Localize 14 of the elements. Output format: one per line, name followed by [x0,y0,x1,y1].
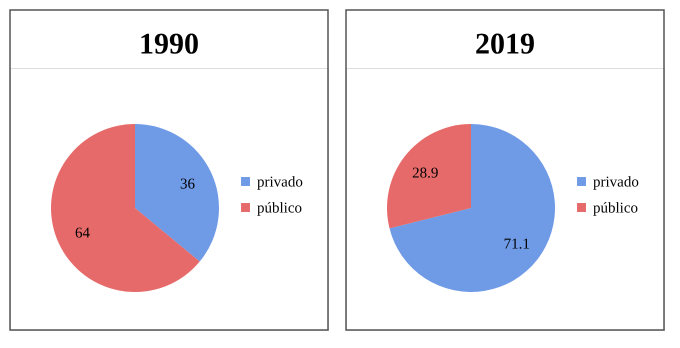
legend-label: público [257,200,302,216]
chart-title: 1990 [139,27,199,60]
data-label: 71.1 [504,236,530,253]
pie-slice [135,124,219,262]
pie-slice [51,124,200,292]
chart-title: 2019 [475,27,535,60]
legend-label: privado [257,174,303,190]
legend-label: público [593,200,638,216]
legend-label: privado [593,174,639,190]
pie-slice [387,124,471,228]
data-label: 64 [75,226,91,242]
pie-slice [390,124,555,292]
data-label: 36 [180,176,196,192]
data-label: 28.9 [412,165,438,182]
